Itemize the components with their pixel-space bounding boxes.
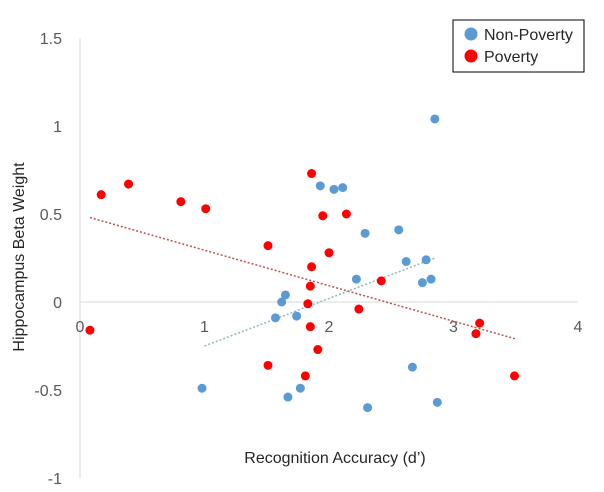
data-point-non-poverty [421,255,431,265]
data-point-poverty [305,281,315,291]
data-point-poverty [176,197,186,207]
data-point-non-poverty [426,274,436,284]
x-tick-label: 3 [449,319,458,336]
data-point-non-poverty [360,228,370,238]
y-tick-label: -1 [48,471,62,488]
data-point-non-poverty [295,383,305,393]
trendline-non-poverty [204,257,436,347]
y-tick-label: 1 [53,119,62,136]
data-point-poverty [263,241,273,251]
data-point-poverty [307,169,317,179]
data-point-non-poverty [407,362,417,372]
x-axis-label: Recognition Accuracy (d’) [244,450,425,467]
legend-label-poverty: Poverty [484,49,538,66]
data-point-poverty [471,329,481,339]
data-point-poverty [376,276,386,286]
data-point-non-poverty [292,311,302,321]
data-point-poverty [318,211,328,221]
data-point-poverty [263,360,273,370]
x-tick-label: 0 [76,319,85,336]
x-tick-label: 4 [574,319,583,336]
data-point-non-poverty [280,290,290,300]
data-point-non-poverty [338,183,348,193]
data-point-non-poverty [417,278,427,288]
legend-marker-non-poverty [464,27,478,41]
legend: Non-Poverty Poverty [452,19,585,73]
data-point-poverty [510,371,520,381]
data-point-poverty [324,248,334,258]
data-points [85,114,520,413]
data-point-poverty [341,209,351,219]
trendline-poverty [89,216,516,340]
data-point-poverty [475,318,485,328]
data-point-poverty [313,345,323,355]
data-point-poverty [201,204,211,214]
data-point-non-poverty [432,397,442,407]
data-point-non-poverty [351,274,361,284]
x-tick-label: 2 [325,319,334,336]
data-point-poverty [124,179,134,189]
data-point-poverty [300,371,310,381]
data-point-poverty [354,304,364,314]
data-point-non-poverty [329,184,339,194]
data-point-non-poverty [270,313,280,323]
data-point-poverty [96,190,106,200]
legend-marker-poverty [464,49,478,63]
x-tick-labels: 0 1 2 3 4 [76,319,583,336]
data-point-non-poverty [315,181,325,191]
trendlines [89,216,516,347]
data-point-non-poverty [363,403,373,413]
y-axis-label: Hippocampus Beta Weight [11,162,28,352]
legend-label-non-poverty: Non-Poverty [484,27,573,44]
data-point-non-poverty [277,297,287,307]
data-point-poverty [305,322,315,332]
y-tick-labels: -1 -0.5 0 0.5 1 1.5 [34,31,62,488]
y-tick-label: 0 [53,295,62,312]
y-tick-label: 1.5 [40,31,62,48]
x-tick-label: 1 [200,319,209,336]
legend-box [452,19,585,73]
data-point-non-poverty [197,383,207,393]
y-tick-label: 0.5 [40,207,62,224]
data-point-non-poverty [401,257,411,267]
data-point-poverty [303,299,313,309]
y-axis-title: Hippocampus Beta Weight [11,162,28,352]
data-point-non-poverty [394,225,404,235]
data-point-non-poverty [283,392,293,402]
y-tick-label: -0.5 [34,383,62,400]
data-point-poverty [85,325,95,335]
data-point-poverty [307,262,317,272]
data-point-non-poverty [430,114,440,124]
